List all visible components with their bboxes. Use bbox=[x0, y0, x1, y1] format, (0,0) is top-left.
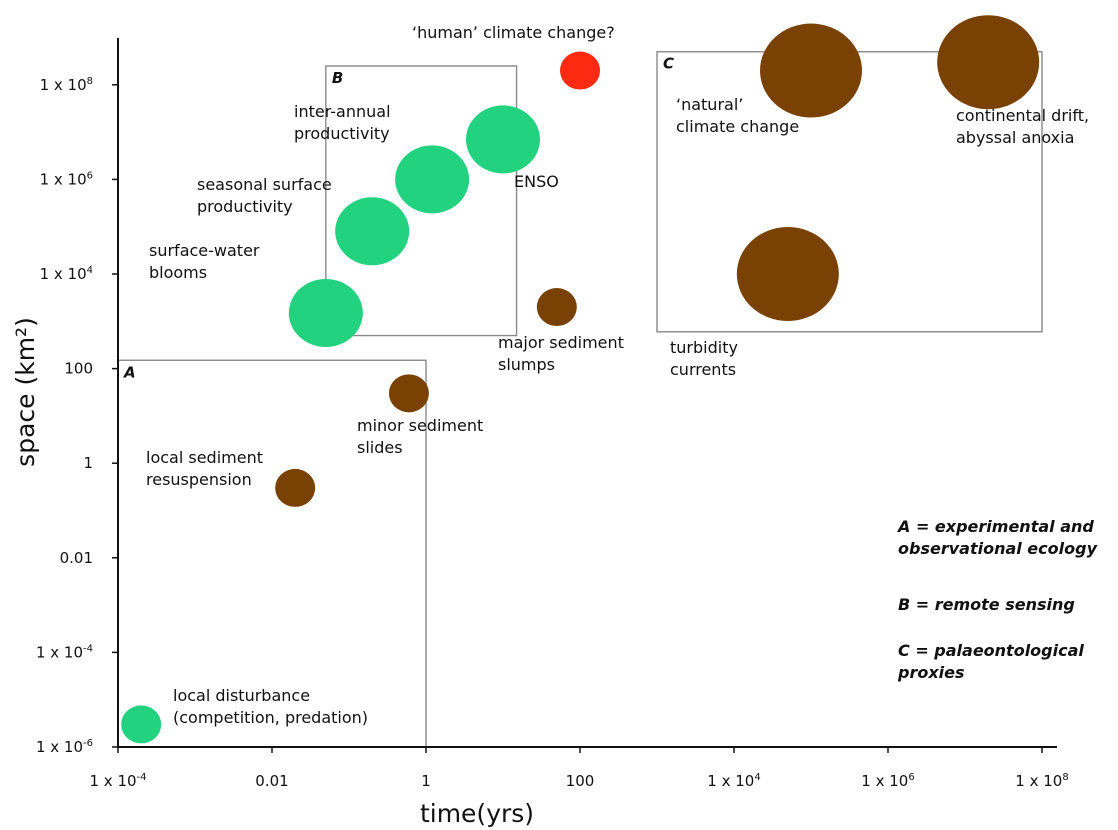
x-tick-label-5: 1 x 106 bbox=[861, 772, 914, 790]
label-local-sediment-resuspension: local sediment resuspension bbox=[146, 448, 263, 489]
bubble-human-climate-change bbox=[560, 51, 600, 90]
y-tick-label-7: 1 x 108 bbox=[40, 76, 93, 94]
region-box-b bbox=[325, 65, 518, 337]
point-annotations: local disturbance (competition, predation… bbox=[146, 23, 1089, 727]
axes bbox=[117, 38, 1057, 748]
region-key: A = experimental and observational ecolog… bbox=[896, 517, 1098, 682]
bubble-enso bbox=[466, 105, 540, 174]
y-tick-label-6: 1 x 106 bbox=[40, 170, 93, 188]
label-local-disturbance: local disturbance (competition, predation… bbox=[173, 686, 368, 727]
bubble-inter-annual-productivity bbox=[395, 145, 470, 214]
bubble-major-sediment-slumps bbox=[536, 288, 577, 327]
y-tick-label-5: 1 x 104 bbox=[40, 265, 93, 283]
x-axis-title: time(yrs) bbox=[420, 799, 534, 828]
label-turbidity-currents: turbidity currents bbox=[670, 338, 738, 379]
label-continental-drift: continental drift, abyssal anoxia bbox=[956, 106, 1089, 147]
x-tick-label-1: 0.01 bbox=[255, 772, 288, 790]
x-tick-label-3: 100 bbox=[566, 772, 595, 790]
bubble-seasonal-surface-productivity bbox=[335, 197, 410, 266]
bubble-natural-climate-change bbox=[760, 23, 862, 118]
label-seasonal-surface-productivity: seasonal surface productivity bbox=[197, 175, 332, 216]
y-tick-label-0: 1 x 10-6 bbox=[36, 738, 93, 756]
region-label-c: C bbox=[663, 55, 674, 73]
y-tick-label-4: 100 bbox=[64, 360, 93, 378]
label-major-sediment-slumps: major sediment slumps bbox=[498, 333, 624, 374]
label-human-climate-change: ‘human’ climate change? bbox=[412, 23, 615, 42]
y-tick-label-1: 1 x 10-4 bbox=[36, 643, 93, 661]
label-enso: ENSO bbox=[514, 172, 559, 191]
y-axis-title: space (km²) bbox=[11, 317, 40, 467]
x-tick-label-6: 1 x 108 bbox=[1015, 772, 1068, 790]
x-tick-label-2: 1 bbox=[421, 772, 431, 790]
y-tick-label-3: 1 bbox=[83, 454, 93, 472]
region-label-b: B bbox=[332, 69, 343, 87]
bubble-local-sediment-resuspension bbox=[275, 468, 316, 507]
key-text-key-c: C = palaeontological proxies bbox=[897, 641, 1084, 682]
key-text-key-a: A = experimental and observational ecolog… bbox=[896, 517, 1098, 558]
tick-labels: 1 x 10-4 0.01 1 100 1 x 104 1 x 106 1 x 108 1 x… bbox=[36, 76, 1069, 790]
region-label-a: A bbox=[123, 363, 136, 381]
y-tick-label-2: 0.01 bbox=[60, 549, 93, 567]
bubble-local-disturbance bbox=[121, 705, 162, 744]
x-tick-label-0: 1 x 10-4 bbox=[89, 772, 146, 790]
bubble-minor-sediment-slides bbox=[388, 374, 429, 413]
label-surface-water-blooms: surface-water blooms bbox=[149, 241, 260, 282]
bubble-turbidity-currents bbox=[736, 227, 839, 321]
label-natural-climate-change: ‘natural’ climate change bbox=[676, 95, 799, 136]
label-inter-annual-productivity: inter-annual productivity bbox=[294, 102, 391, 143]
x-tick-label-4: 1 x 104 bbox=[707, 772, 760, 790]
label-minor-sediment-slides: minor sediment slides bbox=[357, 416, 483, 457]
key-text-key-b: B = remote sensing bbox=[898, 595, 1075, 614]
data-bubbles bbox=[121, 15, 1040, 744]
bubble-continental-drift bbox=[937, 15, 1040, 110]
bubble-surface-water-blooms bbox=[288, 278, 363, 347]
